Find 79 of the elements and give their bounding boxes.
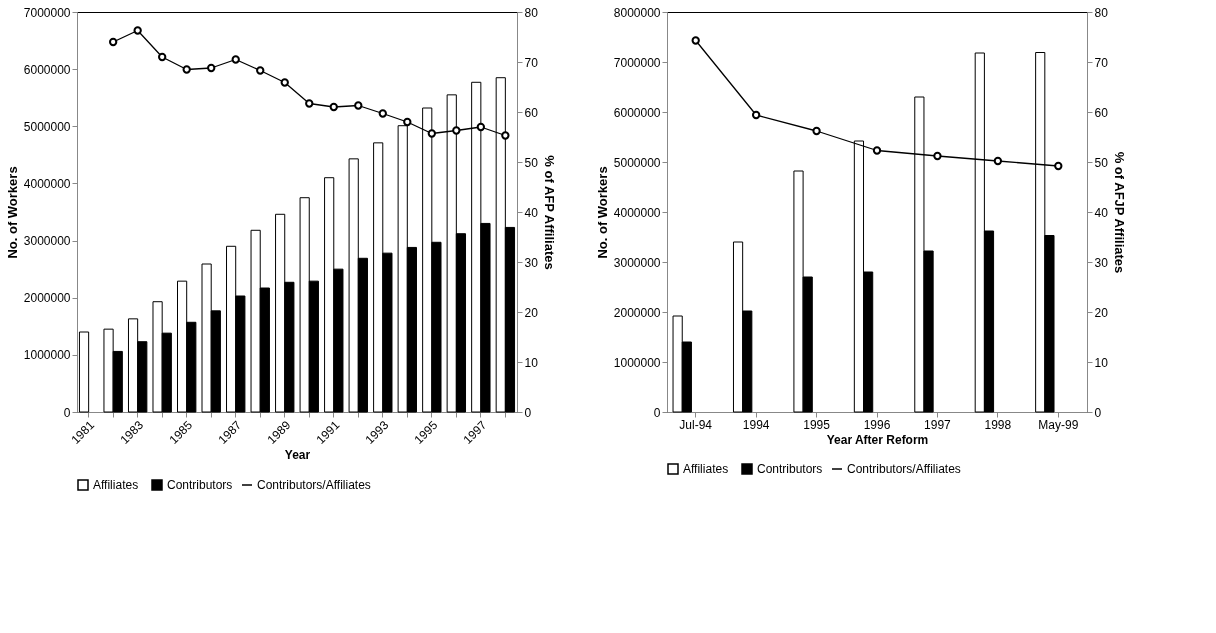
point: [427, 129, 436, 138]
x-tick-label: 1994: [742, 417, 770, 432]
point: [476, 122, 486, 132]
y-tick-label: 3000000: [23, 234, 71, 249]
x-tick-label: 1998: [984, 417, 1012, 432]
y2-tick-label: 20: [524, 305, 539, 320]
y2-tick-label: 30: [524, 255, 539, 270]
point: [812, 126, 821, 136]
y-tick-label: 5000000: [613, 155, 661, 170]
legend-label: Contributors/Affiliates: [847, 462, 961, 476]
y-tick-label: 6000000: [23, 62, 71, 77]
point: [256, 66, 265, 75]
point: [354, 101, 363, 110]
y-tick-label: 0: [63, 405, 71, 420]
y2-tick-label: 20: [1094, 305, 1109, 320]
y2-tick-label: 60: [524, 105, 539, 120]
y-tick-label: 8000000: [613, 5, 661, 20]
point: [231, 55, 240, 64]
point: [280, 78, 289, 87]
y2-tick-label: 40: [524, 205, 539, 220]
y2-tick-label: 50: [1094, 155, 1109, 170]
legend-label: Contributors/Affiliates: [257, 478, 371, 492]
point: [691, 36, 700, 45]
legend-label: Affiliates: [683, 462, 729, 476]
y-axis-title: No. of Workers: [594, 166, 610, 259]
y-tick-label: 1000000: [23, 348, 71, 363]
y2-tick-label: 70: [1094, 55, 1109, 70]
y2-tick-label: 50: [524, 155, 539, 170]
point: [305, 99, 314, 108]
point: [403, 117, 412, 127]
x-axis-title: Year: [284, 448, 311, 463]
y2-axis-title: % of AFJP Affiliates: [1111, 151, 1127, 274]
y-tick-label: 5000000: [23, 119, 71, 134]
x-tick-label: Jul-94: [679, 417, 713, 432]
y2-tick-label: 80: [524, 5, 539, 20]
y-tick-label: 1000000: [613, 355, 661, 370]
point: [872, 146, 882, 155]
point: [751, 110, 761, 120]
point: [133, 26, 142, 35]
point: [207, 63, 216, 73]
y2-tick-label: 40: [1094, 205, 1109, 220]
y-tick-label: 2000000: [23, 291, 71, 306]
x-tick-label: 1996: [863, 417, 891, 432]
y2-tick-label: 10: [524, 355, 539, 370]
point: [108, 37, 118, 47]
y-tick-label: 2000000: [613, 305, 661, 320]
y-tick-label: 4000000: [23, 176, 71, 191]
point: [933, 151, 942, 161]
y2-tick-label: 30: [1094, 255, 1109, 270]
point: [182, 65, 191, 74]
y2-axis-title: % of AFP Affiliates: [541, 155, 557, 270]
y-tick-label: 4000000: [613, 205, 661, 220]
x-axis-title: Year After Reform: [826, 432, 929, 447]
point: [501, 131, 510, 140]
y2-tick-label: 0: [1094, 405, 1102, 420]
point: [329, 102, 338, 112]
point: [1054, 161, 1063, 171]
legend-label: Contributors: [757, 462, 823, 476]
x-tick-label: 1997: [924, 417, 952, 432]
legend-label: Affiliates: [93, 478, 139, 492]
legend-label: Contributors: [167, 478, 233, 492]
point: [452, 126, 461, 135]
y-tick-label: 0: [653, 405, 661, 420]
y2-tick-label: 0: [524, 405, 532, 420]
y-axis-title: No. of Workers: [4, 166, 20, 259]
y-tick-label: 7000000: [613, 55, 661, 70]
y2-tick-label: 70: [524, 55, 539, 70]
y2-tick-label: 60: [1094, 105, 1109, 120]
y2-tick-label: 10: [1094, 355, 1109, 370]
y-tick-label: 6000000: [613, 105, 661, 120]
x-tick-label: May-99: [1038, 417, 1079, 432]
y2-tick-label: 80: [1094, 5, 1109, 20]
y-tick-label: 7000000: [23, 5, 71, 20]
point: [378, 109, 387, 118]
y-tick-label: 3000000: [613, 255, 661, 270]
x-tick-label: 1995: [803, 417, 831, 432]
point: [993, 156, 1003, 166]
bar: [78, 331, 90, 413]
point: [158, 52, 167, 62]
